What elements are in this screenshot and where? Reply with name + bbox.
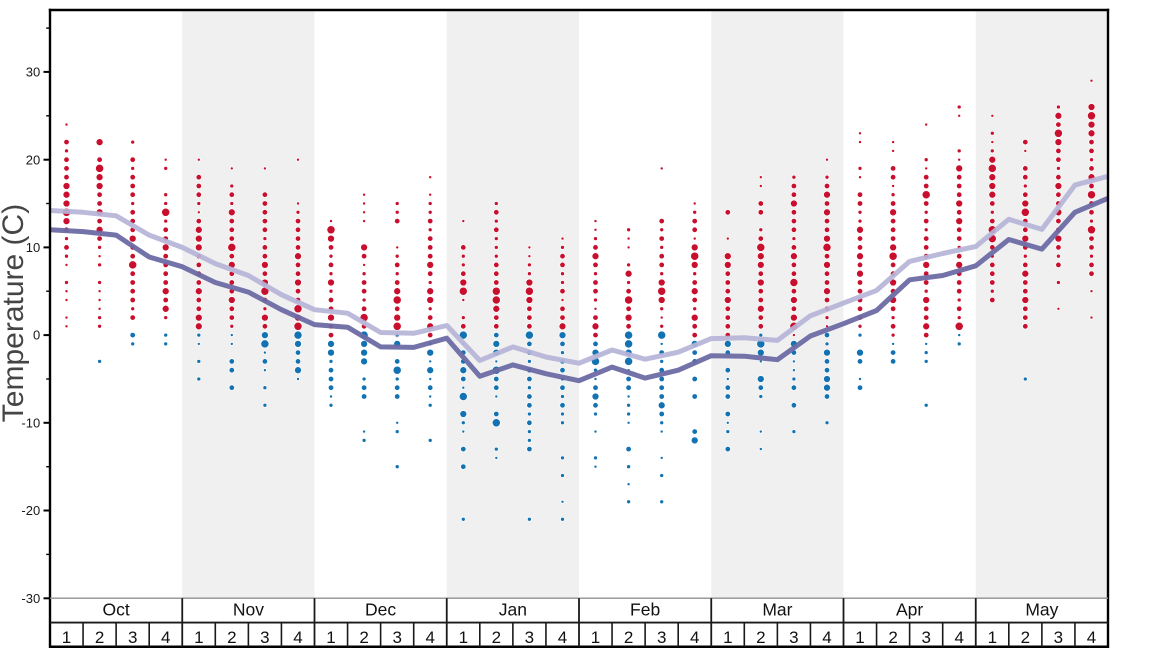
svg-text:10: 10 — [26, 240, 40, 255]
svg-text:Mar: Mar — [762, 599, 792, 619]
svg-text:1: 1 — [194, 628, 203, 647]
svg-text:4: 4 — [1087, 628, 1096, 647]
svg-text:3: 3 — [789, 628, 798, 647]
svg-text:-10: -10 — [21, 415, 40, 430]
svg-text:0: 0 — [33, 328, 40, 343]
svg-text:3: 3 — [525, 628, 534, 647]
svg-text:Oct: Oct — [102, 599, 129, 619]
svg-text:2: 2 — [492, 628, 501, 647]
svg-text:4: 4 — [822, 628, 831, 647]
svg-text:3: 3 — [260, 628, 269, 647]
svg-text:1: 1 — [459, 628, 468, 647]
svg-text:20: 20 — [26, 152, 40, 167]
svg-text:3: 3 — [657, 628, 666, 647]
svg-text:Apr: Apr — [896, 599, 923, 619]
svg-text:30: 30 — [26, 65, 40, 80]
svg-text:-20: -20 — [21, 503, 40, 518]
svg-text:2: 2 — [95, 628, 104, 647]
svg-text:2: 2 — [624, 628, 633, 647]
svg-text:2: 2 — [1021, 628, 1030, 647]
svg-text:4: 4 — [425, 628, 434, 647]
svg-text:2: 2 — [227, 628, 236, 647]
svg-text:2: 2 — [888, 628, 897, 647]
svg-text:4: 4 — [161, 628, 170, 647]
svg-text:1: 1 — [591, 628, 600, 647]
svg-text:4: 4 — [690, 628, 699, 647]
svg-text:1: 1 — [723, 628, 732, 647]
svg-text:4: 4 — [293, 628, 302, 647]
svg-text:May: May — [1025, 599, 1058, 619]
svg-text:4: 4 — [558, 628, 567, 647]
svg-text:1: 1 — [62, 628, 71, 647]
svg-text:3: 3 — [392, 628, 401, 647]
svg-text:4: 4 — [954, 628, 963, 647]
svg-text:2: 2 — [359, 628, 368, 647]
svg-text:3: 3 — [128, 628, 137, 647]
svg-text:1: 1 — [855, 628, 864, 647]
svg-text:2: 2 — [756, 628, 765, 647]
svg-text:-30: -30 — [21, 591, 40, 606]
svg-text:Temperature (C): Temperature (C) — [0, 204, 30, 422]
svg-text:Jan: Jan — [499, 599, 527, 619]
svg-text:Nov: Nov — [233, 599, 264, 619]
svg-text:Dec: Dec — [365, 599, 396, 619]
svg-text:1: 1 — [988, 628, 997, 647]
svg-text:Feb: Feb — [630, 599, 660, 619]
svg-text:3: 3 — [921, 628, 930, 647]
svg-text:3: 3 — [1054, 628, 1063, 647]
svg-text:1: 1 — [326, 628, 335, 647]
